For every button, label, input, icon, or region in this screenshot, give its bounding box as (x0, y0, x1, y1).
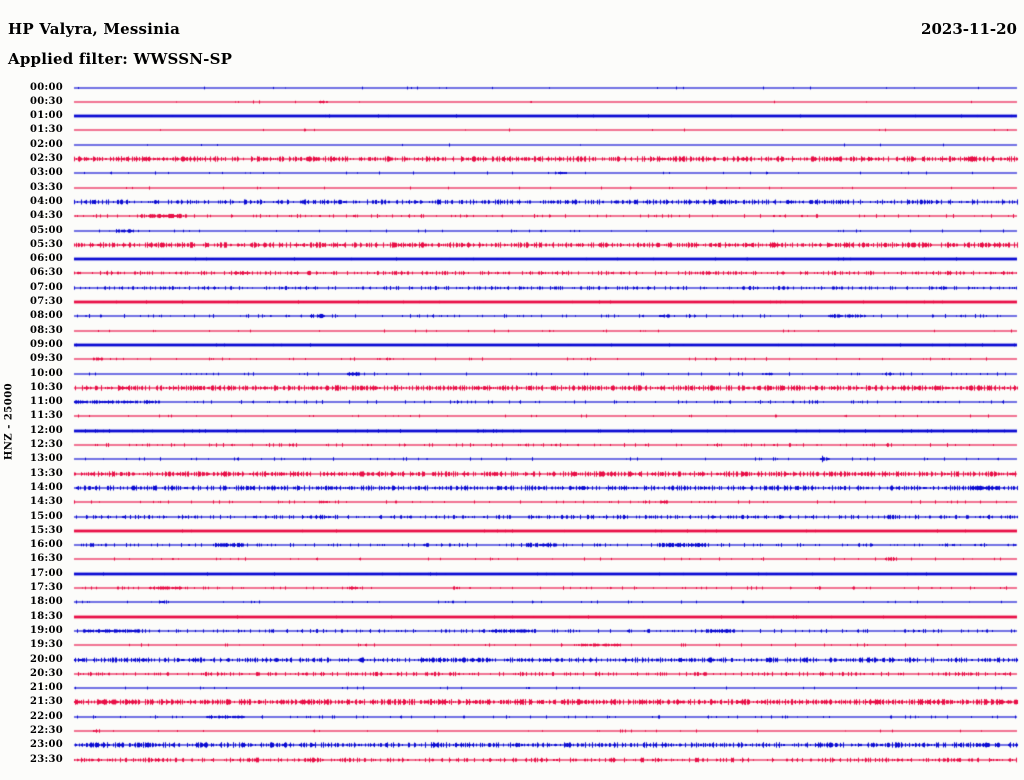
trace-time-label: 12:30 (29, 439, 63, 450)
trace-time-label: 02:00 (29, 139, 63, 150)
record-date: 2023-11-20 (921, 20, 1017, 38)
trace-time-label: 09:30 (29, 353, 63, 364)
trace-time-label: 04:30 (29, 210, 63, 221)
trace-time-label: 15:00 (29, 511, 63, 522)
trace-time-label: 10:30 (29, 382, 63, 393)
trace-time-label: 23:00 (29, 739, 63, 750)
trace-time-label: 12:00 (29, 425, 63, 436)
trace-time-label: 03:30 (29, 182, 63, 193)
trace-time-label: 18:00 (29, 596, 63, 607)
trace-time-label: 19:00 (29, 625, 63, 636)
trace-time-label: 23:30 (29, 754, 63, 765)
trace-time-label: 13:30 (29, 468, 63, 479)
trace-time-label: 00:30 (29, 96, 63, 107)
trace-time-label: 16:00 (29, 539, 63, 550)
trace-time-label: 14:30 (29, 496, 63, 507)
trace-time-label: 03:00 (29, 167, 63, 178)
trace-time-label: 06:30 (29, 267, 63, 278)
trace-time-label: 18:30 (29, 611, 63, 622)
trace-time-label: 05:00 (29, 225, 63, 236)
trace-time-label: 21:30 (29, 696, 63, 707)
trace-time-label: 13:00 (29, 453, 63, 464)
trace-time-label: 07:30 (29, 296, 63, 307)
trace-time-label: 19:30 (29, 639, 63, 650)
trace-time-label: 07:00 (29, 282, 63, 293)
trace-time-label: 02:30 (29, 153, 63, 164)
trace-time-label: 21:00 (29, 682, 63, 693)
trace-time-label: 06:00 (29, 253, 63, 264)
trace-time-label: 16:30 (29, 553, 63, 564)
trace-time-label: 22:30 (29, 725, 63, 736)
trace-time-label: 08:00 (29, 310, 63, 321)
trace-time-label: 17:30 (29, 582, 63, 593)
trace-time-label: 00:00 (29, 82, 63, 93)
trace-time-label: 01:30 (29, 124, 63, 135)
trace-time-label: 15:30 (29, 525, 63, 536)
trace-time-label: 05:30 (29, 239, 63, 250)
trace-time-label: 11:30 (29, 410, 63, 421)
trace-time-label: 01:00 (29, 110, 63, 121)
trace-time-label: 04:00 (29, 196, 63, 207)
trace-time-label: 10:00 (29, 368, 63, 379)
trace-time-label: 09:00 (29, 339, 63, 350)
trace-time-label: 20:00 (29, 654, 63, 665)
trace-time-label: 17:00 (29, 568, 63, 579)
trace-time-label: 11:00 (29, 396, 63, 407)
trace-time-label: 08:30 (29, 325, 63, 336)
trace-time-label: 22:00 (29, 711, 63, 722)
applied-filter-label: Applied filter: WWSSN-SP (8, 50, 233, 68)
station-title: HP Valyra, Messinia (8, 20, 180, 38)
trace-time-label: 14:00 (29, 482, 63, 493)
trace-time-label: 20:30 (29, 668, 63, 679)
